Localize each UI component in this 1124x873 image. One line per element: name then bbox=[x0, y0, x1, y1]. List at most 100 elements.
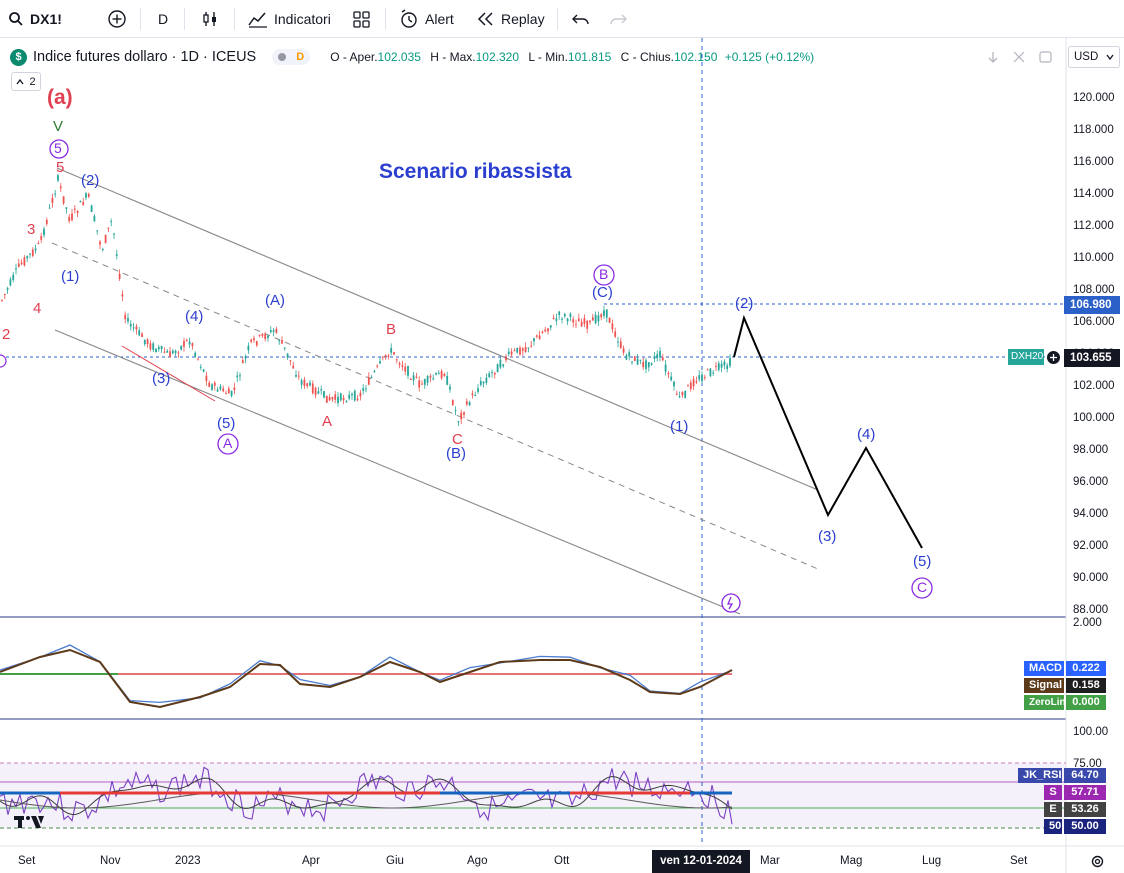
legend-collapse-button[interactable]: 2 bbox=[11, 72, 41, 91]
add-alert-button[interactable] bbox=[1046, 350, 1061, 365]
candle-body bbox=[328, 397, 331, 401]
collapse-count: 2 bbox=[29, 75, 36, 88]
wave-label-4-red[interactable]: 4 bbox=[33, 300, 42, 317]
candle-body bbox=[370, 377, 373, 379]
wave-label-3-red[interactable]: 3 bbox=[27, 221, 36, 238]
chevron-up-icon bbox=[16, 78, 24, 84]
candle-body bbox=[533, 338, 535, 342]
candle-body bbox=[303, 379, 306, 386]
candle-body bbox=[351, 393, 353, 396]
wave-label-3-b[interactable]: (3) bbox=[818, 528, 837, 545]
candle-body bbox=[440, 371, 443, 379]
chart-type-button[interactable] bbox=[201, 0, 219, 38]
wave-label-C-red[interactable]: C bbox=[452, 431, 463, 448]
candle-body bbox=[605, 309, 608, 318]
gear-icon bbox=[1091, 855, 1103, 867]
candle-body bbox=[597, 315, 600, 322]
candle-body bbox=[516, 347, 519, 353]
wave-label-B-paren[interactable]: (B) bbox=[446, 445, 466, 462]
time-tick: Lug bbox=[922, 855, 941, 867]
candle-body bbox=[460, 412, 463, 420]
candle-body bbox=[650, 363, 653, 365]
symbol-search-button[interactable]: DX1! bbox=[8, 0, 62, 38]
wave-label-5-red[interactable]: 5 bbox=[56, 159, 65, 176]
candle-body bbox=[339, 393, 342, 401]
wave-label-v[interactable]: V bbox=[53, 118, 64, 135]
delay-badge[interactable]: D bbox=[296, 51, 305, 63]
candle-body bbox=[541, 331, 544, 334]
candle-body bbox=[166, 350, 169, 353]
settings-pane-button[interactable] bbox=[1034, 47, 1056, 67]
redo-icon bbox=[610, 14, 627, 25]
candle-body bbox=[107, 227, 110, 229]
wave-label-2[interactable]: (2) bbox=[81, 172, 100, 189]
settings-gear-button[interactable] bbox=[1087, 851, 1107, 871]
candle-body bbox=[281, 340, 283, 344]
candle-body bbox=[244, 355, 247, 359]
wave-label-C-paren[interactable]: (C) bbox=[592, 284, 613, 301]
candle-body bbox=[502, 364, 505, 367]
time-axis[interactable]: Set Nov 2023 Apr Giu Ago Ott Mar Mag Lug Set bbox=[18, 855, 1028, 867]
wave-label-1[interactable]: (1) bbox=[61, 268, 80, 285]
indicators-button[interactable]: Indicatori bbox=[248, 0, 331, 38]
alert-button[interactable]: Alert bbox=[399, 0, 454, 38]
undo-button[interactable] bbox=[572, 0, 590, 38]
replay-button[interactable]: Replay bbox=[477, 0, 545, 38]
scenario-title[interactable]: Scenario ribassista bbox=[379, 160, 572, 183]
rsi-50-value: 50.00 bbox=[1064, 819, 1106, 834]
alarm-clock-icon bbox=[401, 9, 417, 28]
legend-title[interactable]: Indice futures dollaro · 1D · ICEUS bbox=[33, 49, 257, 65]
change-value: +0.125 (+0.12%) bbox=[724, 50, 815, 64]
candle-body bbox=[695, 381, 698, 383]
candle-body bbox=[435, 372, 437, 375]
wave-label-A-circle[interactable]: A bbox=[223, 435, 233, 451]
close-label: C - Chius. bbox=[620, 50, 674, 64]
candle-body bbox=[31, 249, 34, 257]
candle-body bbox=[603, 310, 605, 316]
wave-label-A-paren[interactable]: (A) bbox=[265, 292, 285, 309]
wave-label-4[interactable]: (4) bbox=[185, 308, 204, 325]
maximize-button[interactable] bbox=[1008, 47, 1030, 67]
wave-label-4-b[interactable]: (4) bbox=[857, 426, 876, 443]
candle-body bbox=[611, 323, 614, 330]
candle-body bbox=[572, 319, 575, 323]
tradingview-logo[interactable] bbox=[14, 814, 44, 834]
candle-body bbox=[569, 313, 572, 317]
candle-body bbox=[71, 213, 73, 221]
wave-label-B-red[interactable]: B bbox=[386, 321, 397, 338]
chart-area[interactable]: 120.000 118.000 116.000 114.000 112.000 110.0… bbox=[0, 38, 1124, 873]
wave-label-a[interactable]: (a) bbox=[47, 86, 73, 109]
wave-label-A-red[interactable]: A bbox=[322, 413, 333, 430]
wave-label-B-circle[interactable]: B bbox=[599, 266, 609, 282]
chart-canvas[interactable]: 120.000 118.000 116.000 114.000 112.000 110.0… bbox=[0, 38, 1124, 873]
layouts-button[interactable] bbox=[353, 0, 370, 38]
rsi-tick: 75.00 bbox=[1073, 758, 1102, 770]
candle-body bbox=[365, 388, 367, 390]
candle-body bbox=[726, 365, 729, 369]
candle-body bbox=[311, 383, 314, 394]
compare-button[interactable] bbox=[107, 0, 127, 38]
candle-body bbox=[544, 329, 547, 332]
redo-button[interactable] bbox=[609, 0, 627, 38]
wave-label-5-circle[interactable]: 5 bbox=[54, 140, 62, 156]
wave-label-5-b[interactable]: (5) bbox=[913, 553, 932, 570]
candle-body bbox=[169, 351, 171, 358]
candle-body bbox=[401, 365, 404, 367]
candle-body bbox=[199, 366, 202, 368]
low-label: L - Min. bbox=[528, 50, 568, 64]
candle-body bbox=[269, 330, 272, 333]
candle-body bbox=[202, 369, 205, 372]
candle-body bbox=[656, 354, 659, 359]
wave-label-C-circle[interactable]: C bbox=[917, 579, 928, 595]
candle-body bbox=[101, 248, 104, 250]
candle-body bbox=[110, 221, 113, 223]
wave-label-3[interactable]: (3) bbox=[152, 370, 171, 387]
wave-label-2-red[interactable]: 2 bbox=[2, 326, 11, 343]
wave-label-1-b[interactable]: (1) bbox=[670, 418, 689, 435]
wave-label-2-b[interactable]: (2) bbox=[735, 295, 754, 312]
currency-selector[interactable]: USD bbox=[1068, 46, 1120, 68]
download-button[interactable] bbox=[982, 47, 1004, 67]
wave-label-5[interactable]: (5) bbox=[217, 415, 236, 432]
interval-label: D bbox=[158, 11, 169, 27]
interval-button[interactable]: D bbox=[158, 0, 168, 38]
